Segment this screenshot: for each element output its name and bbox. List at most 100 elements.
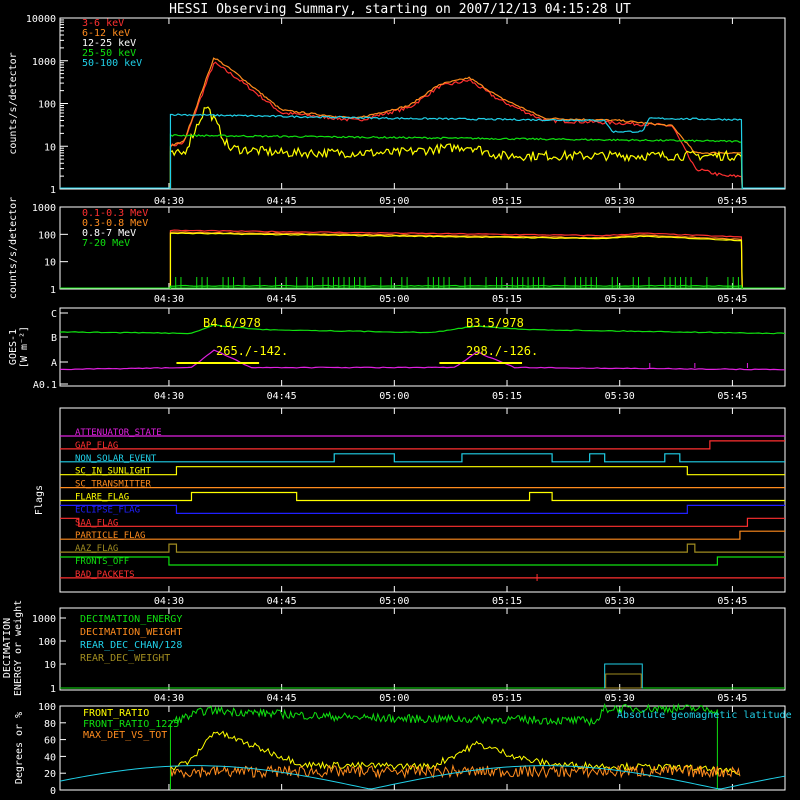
y-tick-label: 80	[44, 719, 56, 730]
legend-entry: 50-100 keV	[82, 58, 142, 69]
x-tick-label: 05:30	[605, 196, 635, 207]
x-tick-label: 05:30	[605, 596, 635, 607]
x-tick-label: 05:30	[605, 391, 635, 402]
y-tick-label: 1000	[32, 203, 56, 214]
flag-label: BAD_PACKETS	[75, 570, 135, 580]
y-tick-label: 100	[38, 230, 56, 241]
flag-label: FRONTS_OFF	[75, 557, 129, 567]
goes-panel-frame	[59, 307, 786, 387]
rear-dec-weight-step	[605, 673, 642, 689]
legend-entry: 0.1-0.3 MeV	[82, 208, 148, 219]
y-axis-label: DECIMATION	[2, 618, 13, 678]
flag-label: SC_TRANSMITTER	[75, 480, 151, 490]
y-axis-label: counts/s/detector	[8, 197, 19, 299]
series-line-0-3-0-8-MeV	[169, 231, 743, 290]
y-tick-label: 10	[44, 660, 56, 671]
y-tick-label: 10	[44, 258, 56, 269]
series-line-50-100-keV	[169, 113, 743, 190]
legend-entry: 12-25 keV	[82, 38, 136, 49]
x-tick-label: 04:30	[154, 596, 184, 607]
max-det-vs-tot-line	[169, 763, 741, 780]
legend-entry: FRONT_RATIO	[83, 708, 149, 719]
flag-label: ECLIPSE_FLAG	[75, 505, 140, 515]
ratio-panel-frame	[59, 705, 786, 791]
y-tick-label: 1	[50, 285, 56, 296]
y-tick-label: 20	[44, 769, 56, 780]
rear-dec-chan-step	[604, 663, 643, 689]
gamma-panel-frame	[59, 206, 786, 290]
series-line-6-12-keV	[169, 57, 743, 190]
y-tick-label: 1000	[32, 614, 56, 625]
flare-position-label: 265./-142.	[216, 344, 288, 358]
goes-line	[59, 349, 786, 371]
y-tick-label: B	[51, 333, 57, 344]
x-tick-label: 05:00	[379, 693, 409, 704]
flag-line-aaz-flag	[60, 543, 785, 553]
x-tick-label: 05:45	[717, 693, 747, 704]
y-tick-label: 1	[50, 684, 56, 695]
x-tick-label: 05:45	[717, 196, 747, 207]
x-tick-label: 04:30	[154, 196, 184, 207]
y-tick-label: 1	[50, 185, 56, 196]
x-tick-label: 04:30	[154, 294, 184, 305]
flag-label: SAA_FLAG	[75, 518, 118, 528]
series-line-3-6-keV	[169, 61, 743, 190]
legend-entry: 0.3-0.8 MeV	[82, 218, 148, 229]
x-tick-label: 05:15	[492, 196, 522, 207]
x-tick-label: 05:15	[492, 294, 522, 305]
x-tick-label: 05:45	[717, 596, 747, 607]
x-tick-label: 05:00	[379, 391, 409, 402]
flag-label: AAZ_FLAG	[75, 544, 118, 554]
x-tick-label: 04:45	[267, 693, 297, 704]
series-line-12-25-keV	[169, 106, 743, 190]
y-axis-label: Degrees or %	[14, 712, 25, 784]
y-axis-label: Flags	[34, 485, 45, 515]
legend-entry: REAR_DEC_WEIGHT	[80, 653, 170, 664]
legend-entry: DECIMATION_WEIGHT	[80, 627, 182, 638]
y-tick-label: 1000	[32, 57, 56, 68]
x-tick-label: 05:30	[605, 693, 635, 704]
flag-line-saa-flag	[60, 517, 785, 527]
x-tick-label: 05:30	[605, 294, 635, 305]
x-tick-label: 05:45	[717, 391, 747, 402]
lightcurve-panel-frame	[59, 17, 786, 190]
legend-entry: FRONT_RATIO_1225	[83, 719, 179, 730]
x-tick-label: 04:45	[267, 596, 297, 607]
y-tick-label: 60	[44, 736, 56, 747]
x-tick-label: 04:30	[154, 391, 184, 402]
legend-entry: 6-12 keV	[82, 28, 130, 39]
y-axis-label: ENERGY or weight	[13, 600, 24, 696]
y-tick-label: A	[51, 358, 57, 369]
figure-title: HESSI Observing Summary, starting on 200…	[169, 2, 631, 17]
flag-label: FLARE_FLAG	[75, 493, 129, 503]
x-tick-label: 04:45	[267, 294, 297, 305]
flag-line-non-solar-event	[60, 453, 785, 463]
legend-entry: 3-6 keV	[82, 18, 124, 29]
flag-line-particle-flag	[60, 530, 785, 540]
decimation-panel-frame	[59, 607, 786, 691]
goes-line	[59, 324, 786, 335]
goes-class-label: B4.6/978	[203, 316, 261, 330]
flag-label: NON_SOLAR_EVENT	[75, 454, 157, 464]
flare-position-label: 298./-126.	[466, 344, 538, 358]
flag-line-gap-flag	[60, 440, 785, 450]
legend-entry: 25-50 keV	[82, 48, 136, 59]
x-tick-label: 05:00	[379, 294, 409, 305]
y-tick-label: 0	[50, 786, 56, 797]
flag-line-flare-flag	[60, 491, 785, 502]
legend-entry: DECIMATION_ENERGY	[80, 614, 182, 625]
y-tick-label: 10000	[26, 14, 56, 25]
y-tick-label: 100	[38, 637, 56, 648]
y-axis-unit: [W m⁻²]	[19, 326, 30, 368]
x-tick-label: 05:15	[492, 693, 522, 704]
geomagnetic-annotation: Absolute geomagnetic latitude	[617, 710, 792, 721]
flag-label: ATTENUATOR_STATE	[75, 428, 162, 438]
front-ratio-1225-line	[169, 702, 718, 790]
y-axis-label: GOES-1	[8, 329, 19, 365]
x-tick-label: 05:15	[492, 596, 522, 607]
legend-entry: MAX_DET_VS_TOT	[83, 730, 167, 741]
y-tick-label: A0.1	[33, 380, 57, 391]
y-axis-label: counts/s/detector	[8, 52, 19, 154]
y-tick-label: 40	[44, 752, 56, 763]
